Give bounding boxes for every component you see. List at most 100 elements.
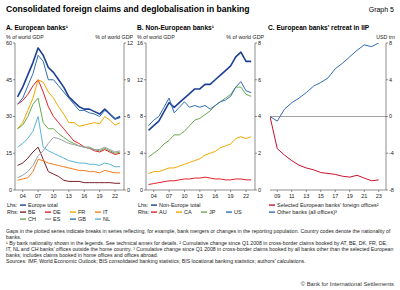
footer: Gaps in the plotted series indicate brea… (6, 228, 394, 265)
y2-tick-label: 12 (127, 40, 133, 46)
axis-title: % of world GDP (137, 34, 175, 40)
series-line (18, 137, 121, 177)
series-line (149, 137, 252, 174)
axis-title: % of world GDP (95, 34, 133, 40)
y2-tick (124, 153, 126, 154)
y-tick (144, 116, 146, 117)
x-tick-label: 07 (166, 193, 172, 199)
legend-swatch (20, 204, 26, 205)
y2-tick-label: 8 (258, 40, 261, 46)
legend-group-label: Lhs: (138, 202, 149, 208)
y2-tick (255, 153, 257, 154)
x-tick (349, 190, 350, 192)
y-tick (144, 79, 146, 80)
y2-tick-label: 6 (258, 77, 261, 83)
series-line (149, 82, 252, 126)
y2-tick (255, 79, 257, 80)
axis-title: % of world GDP (226, 34, 264, 40)
y-tick (13, 116, 15, 117)
series-line (149, 177, 252, 184)
x-tick-label: 04 (151, 193, 157, 199)
copyright: © Bank for International Settlements (301, 281, 394, 287)
legend-swatch (20, 218, 26, 219)
y2-tick-label: 6 (127, 113, 130, 119)
legend-label: NL (103, 216, 110, 222)
series-line (18, 159, 121, 180)
legend-group-label: Lhs: (7, 202, 18, 208)
x-tick-label: 13 (66, 193, 72, 199)
legend-swatch (151, 204, 157, 205)
legend-label: DE (53, 209, 61, 215)
legend-label: JP (209, 209, 216, 215)
x-tick (364, 190, 365, 192)
x-tick (378, 190, 379, 192)
y-tick-label: 60 (6, 40, 12, 46)
y-tick (13, 79, 15, 80)
series-line (270, 43, 379, 121)
x-tick-label: 22 (112, 193, 118, 199)
y2-tick-label: 0 (127, 187, 130, 193)
y-tick-label: 0 (140, 187, 143, 193)
legend-swatch (151, 211, 157, 212)
x-tick-label: 07 (35, 193, 41, 199)
legend-label: CA (184, 209, 192, 215)
panel-1: B. Non-European banks¹% of world GDP% of… (137, 24, 265, 215)
x-tick (320, 190, 321, 192)
y2-tick (255, 190, 257, 191)
x-tick-label: 13 (303, 193, 309, 199)
y-tick (144, 153, 146, 154)
y-tick-label: 12 (137, 77, 143, 83)
legend-label: US (234, 209, 242, 215)
legend-swatch (176, 211, 182, 212)
y-tick (13, 153, 15, 154)
legend-swatch (226, 211, 232, 212)
legend-label: Europe total (28, 202, 58, 208)
y-tick (144, 43, 146, 44)
y2-tick (386, 190, 388, 191)
y2-tick (124, 190, 126, 191)
x-tick-label: 04 (20, 193, 26, 199)
panel-2: C. European banks' retreat in IIPUSD trn… (268, 24, 395, 215)
x-tick-label: 16 (81, 193, 87, 199)
footnote: Gaps in the plotted series indicate brea… (6, 228, 394, 240)
y-tick-label: 4 (140, 150, 143, 156)
x-tick (115, 190, 116, 192)
x-tick-label: 11 (289, 193, 295, 199)
legend-swatch (95, 218, 101, 219)
y-tick-label: 0 (9, 187, 12, 193)
series-line (18, 48, 121, 119)
panel-title: A. European banks¹ (6, 24, 68, 32)
x-axis-line (270, 190, 386, 191)
x-tick (277, 190, 278, 192)
x-tick-label: 10 (181, 193, 187, 199)
x-tick-label: 10 (50, 193, 56, 199)
x-tick (153, 190, 154, 192)
plot-area (18, 48, 121, 183)
axis-title: USD trn (376, 34, 395, 40)
y2-tick (386, 79, 388, 80)
x-tick-label: 19 (228, 193, 234, 199)
legend-label: CH (28, 216, 36, 222)
y2-tick-label: 4 (258, 113, 261, 119)
footnote: ¹ By bank nationality shown in the legen… (6, 240, 178, 246)
y2-tick-label: 8 (389, 40, 392, 46)
x-tick-label: 21 (361, 193, 367, 199)
x-tick (335, 190, 336, 192)
y-tick-label: 45 (6, 77, 12, 83)
series-line (18, 55, 121, 119)
x-tick (38, 190, 39, 192)
y2-tick (255, 116, 257, 117)
y2-tick-label: 9 (127, 77, 130, 83)
footnotes: ¹ By bank nationality shown in the legen… (6, 240, 394, 258)
x-tick (68, 190, 69, 192)
x-tick (230, 190, 231, 192)
legend-swatch (45, 218, 51, 219)
x-tick (291, 190, 292, 192)
x-axis-line (146, 190, 255, 191)
series-line (149, 87, 252, 157)
y-tick (144, 190, 146, 191)
y-tick-label: 8 (140, 113, 143, 119)
y2-tick (255, 43, 257, 44)
y2-tick (386, 116, 388, 117)
series-line (270, 117, 379, 181)
